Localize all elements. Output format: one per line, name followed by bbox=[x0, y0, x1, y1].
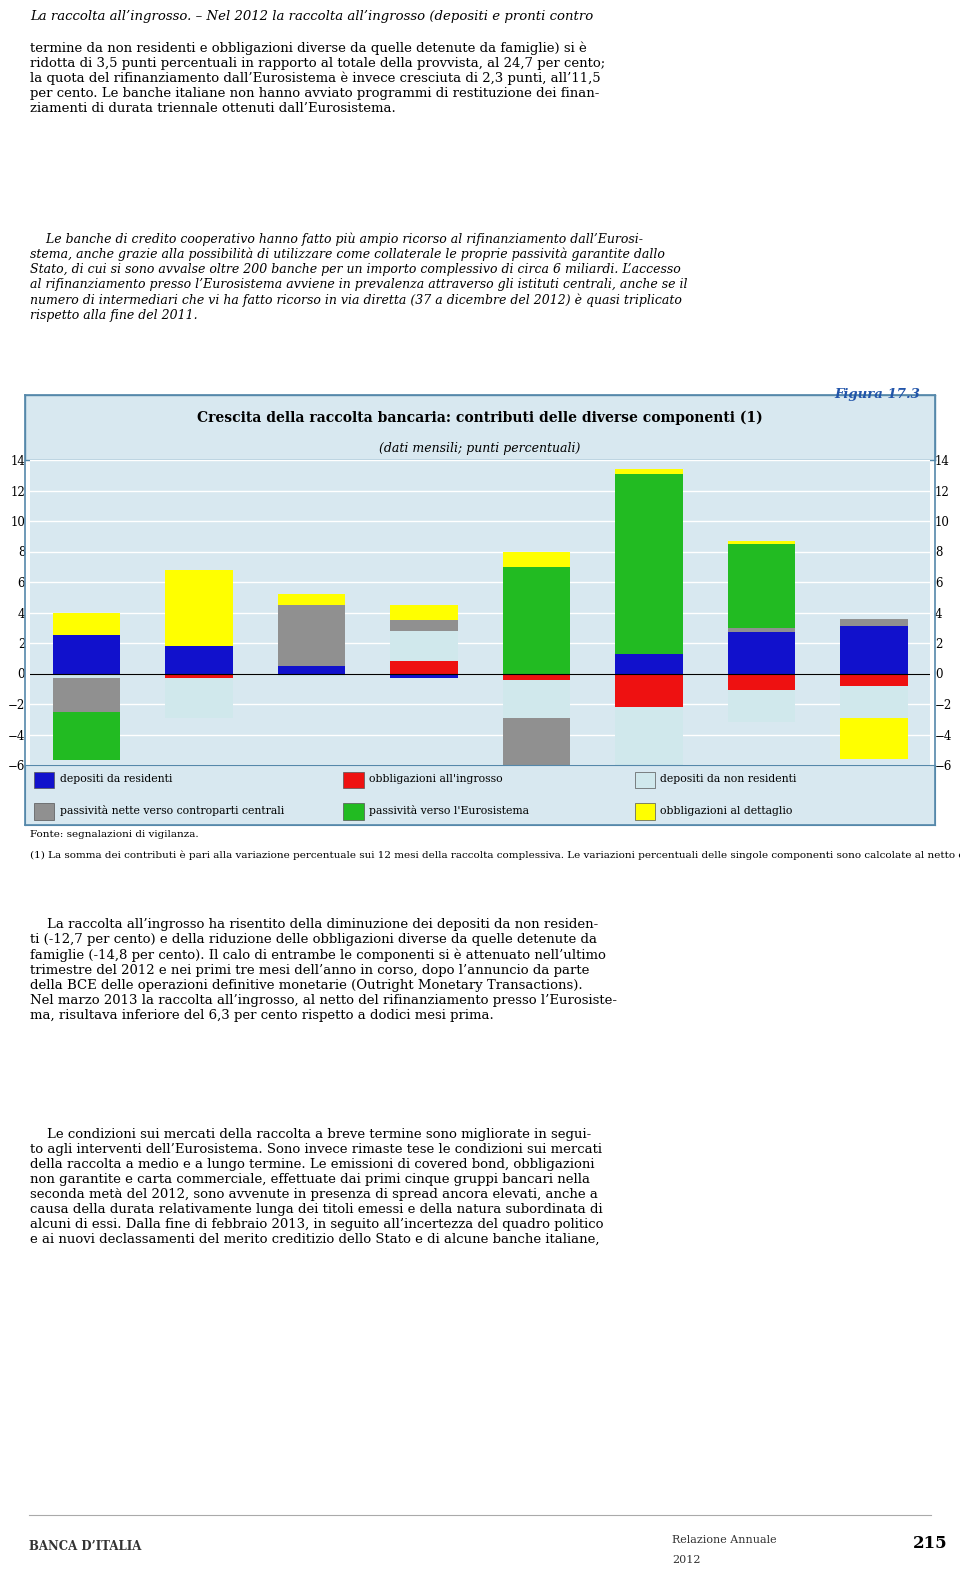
Bar bbox=[840, 686, 907, 718]
Bar bbox=[615, 473, 683, 654]
Bar bbox=[840, 718, 907, 759]
Bar bbox=[502, 680, 570, 718]
Bar bbox=[728, 541, 795, 544]
Bar bbox=[277, 595, 345, 606]
Bar bbox=[53, 678, 120, 711]
Bar bbox=[840, 626, 907, 673]
Bar bbox=[502, 566, 570, 673]
Bar bbox=[840, 618, 907, 626]
Bar bbox=[615, 654, 683, 673]
Text: Le condizioni sui mercati della raccolta a breve termine sono migliorate in segu: Le condizioni sui mercati della raccolta… bbox=[30, 1128, 604, 1246]
Bar bbox=[502, 552, 570, 566]
Text: 215: 215 bbox=[913, 1534, 948, 1552]
Text: 2012: 2012 bbox=[672, 1555, 701, 1564]
FancyBboxPatch shape bbox=[35, 771, 54, 788]
Text: Le banche di credito cooperativo hanno fatto più ampio ricorso al rifinanziament: Le banche di credito cooperativo hanno f… bbox=[30, 232, 687, 322]
Bar bbox=[615, 468, 683, 473]
Bar bbox=[53, 636, 120, 673]
Text: BANCA D’ITALIA: BANCA D’ITALIA bbox=[29, 1541, 141, 1553]
Bar bbox=[615, 706, 683, 784]
Bar bbox=[165, 673, 232, 678]
Text: (dati mensili; punti percentuali): (dati mensili; punti percentuali) bbox=[379, 442, 581, 454]
Text: passività verso l'Eurosistema: passività verso l'Eurosistema bbox=[369, 806, 529, 817]
Bar bbox=[53, 711, 120, 760]
Bar bbox=[728, 628, 795, 632]
Bar bbox=[53, 612, 120, 636]
Bar bbox=[390, 673, 458, 678]
Bar bbox=[728, 673, 795, 691]
Bar bbox=[615, 673, 683, 706]
Bar bbox=[165, 647, 232, 673]
FancyBboxPatch shape bbox=[635, 803, 655, 820]
Bar bbox=[53, 675, 120, 678]
Text: Relazione Annuale: Relazione Annuale bbox=[672, 1534, 777, 1545]
Bar bbox=[165, 569, 232, 647]
Text: La raccolta all’ingrosso ha risentito della diminuzione dei depositi da non resi: La raccolta all’ingrosso ha risentito de… bbox=[30, 918, 617, 1022]
Text: passività nette verso controparti centrali: passività nette verso controparti centra… bbox=[60, 806, 284, 817]
Text: La raccolta all’ingrosso. – Nel 2012 la raccolta all’ingrosso (depositi e pronti: La raccolta all’ingrosso. – Nel 2012 la … bbox=[30, 9, 593, 24]
Bar bbox=[390, 661, 458, 673]
FancyBboxPatch shape bbox=[35, 803, 54, 820]
FancyBboxPatch shape bbox=[344, 771, 364, 788]
Text: obbligazioni all'ingrosso: obbligazioni all'ingrosso bbox=[369, 774, 503, 784]
FancyBboxPatch shape bbox=[344, 803, 364, 820]
FancyBboxPatch shape bbox=[635, 771, 655, 788]
Text: depositi da residenti: depositi da residenti bbox=[60, 774, 172, 784]
Text: Figura 17.3: Figura 17.3 bbox=[834, 388, 920, 401]
Bar bbox=[840, 673, 907, 686]
Bar bbox=[277, 606, 345, 665]
Text: Crescita della raccolta bancaria: contributi delle diverse componenti (1): Crescita della raccolta bancaria: contri… bbox=[197, 410, 763, 424]
Bar bbox=[728, 691, 795, 722]
Text: depositi da non residenti: depositi da non residenti bbox=[660, 774, 797, 784]
Bar bbox=[277, 665, 345, 673]
Bar bbox=[728, 632, 795, 673]
Text: (1) La somma dei contributi è pari alla variazione percentuale sui 12 mesi della: (1) La somma dei contributi è pari alla … bbox=[30, 852, 960, 861]
Bar bbox=[390, 620, 458, 631]
Bar bbox=[728, 544, 795, 628]
Bar bbox=[502, 675, 570, 680]
Bar bbox=[502, 718, 570, 768]
Text: obbligazioni al dettaglio: obbligazioni al dettaglio bbox=[660, 806, 793, 815]
Text: termine da non residenti e obbligazioni diverse da quelle detenute da famiglie) : termine da non residenti e obbligazioni … bbox=[30, 41, 605, 115]
Bar bbox=[390, 631, 458, 661]
Bar bbox=[390, 606, 458, 620]
Bar bbox=[165, 678, 232, 718]
Text: Fonte: segnalazioni di vigilanza.: Fonte: segnalazioni di vigilanza. bbox=[30, 830, 199, 839]
